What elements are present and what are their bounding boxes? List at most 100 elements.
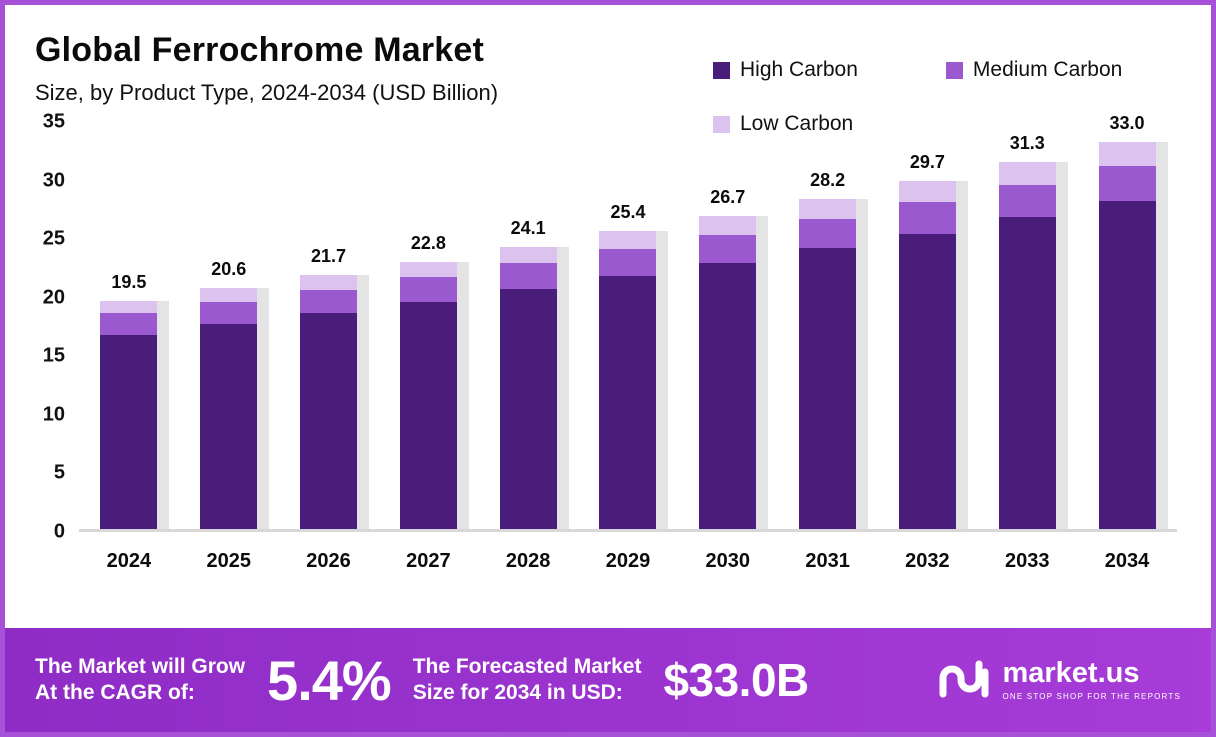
bar-segment-low-carbon xyxy=(499,246,557,264)
brand-text: market.us ONE STOP SHOP FOR THE REPORTS xyxy=(1002,657,1181,702)
bar-stack xyxy=(1098,142,1156,529)
x-axis-label: 2033 xyxy=(1004,550,1050,572)
cagr-label: The Market will Grow At the CAGR of: xyxy=(35,654,245,707)
bar-total-label: 25.4 xyxy=(610,202,646,223)
y-tick-label: 20 xyxy=(42,286,65,309)
bar-segment-high-carbon xyxy=(1098,201,1156,529)
x-axis-label: 2028 xyxy=(505,550,551,572)
bar-total-label: 20.6 xyxy=(211,258,247,279)
bar-segment-medium-carbon xyxy=(599,249,657,276)
chart-subtitle: Size, by Product Type, 2024-2034 (USD Bi… xyxy=(35,80,499,105)
legend: High Carbon Medium Carbon Low Carbon xyxy=(713,57,1193,137)
legend-item-medium-carbon: Medium Carbon xyxy=(945,57,1123,83)
y-tick-label: 25 xyxy=(42,227,65,250)
bar-segment-high-carbon xyxy=(699,263,757,529)
bar-column: 28.2 xyxy=(778,122,878,529)
x-axis-label: 2030 xyxy=(705,550,751,572)
x-axis-label: 2024 xyxy=(106,550,152,572)
y-axis: 0 5 10 15 20 25 30 35 xyxy=(21,111,79,543)
bar-column: 19.5 xyxy=(79,122,179,529)
brand-group: market.us ONE STOP SHOP FOR THE REPORTS xyxy=(938,658,1181,703)
bar-column: 33.0 xyxy=(1077,113,1177,529)
bar-column: 31.3 xyxy=(977,122,1077,529)
forecast-label-line2: Size for 2034 in USD: xyxy=(412,681,623,704)
bar-segment-low-carbon xyxy=(599,231,657,250)
x-axis-label: 2027 xyxy=(406,550,451,572)
bar-segment-low-carbon xyxy=(100,300,158,314)
bar-stack xyxy=(300,274,358,529)
bar-segment-high-carbon xyxy=(100,334,158,529)
bar-segment-medium-carbon xyxy=(399,277,457,302)
bar-segment-medium-carbon xyxy=(799,218,857,248)
bar-total-label: 26.7 xyxy=(710,187,746,208)
brand-name: market.us xyxy=(1002,657,1140,689)
forecast-value: $33.0B xyxy=(663,654,809,706)
bar-total-label: 21.7 xyxy=(311,245,347,266)
bar-stack xyxy=(599,231,657,529)
bar-segment-high-carbon xyxy=(300,313,358,529)
bar-total-label: 19.5 xyxy=(111,271,147,292)
bar-segment-low-carbon xyxy=(898,181,956,203)
plot-wrap: 19.5 20.6 21.7 22.8 24.1 25.4 26.7 28.2 29.7 31.3… xyxy=(79,113,1177,573)
bar-segment-high-carbon xyxy=(799,247,857,529)
bar-total-label: 31.3 xyxy=(1009,133,1045,154)
y-tick-label: 35 xyxy=(42,110,65,133)
bar-stack xyxy=(998,162,1056,529)
bar-segment-medium-carbon xyxy=(200,301,258,324)
bar-column: 25.4 xyxy=(578,122,678,529)
legend-label: Medium Carbon xyxy=(972,58,1123,81)
bar-segment-medium-carbon xyxy=(499,263,557,289)
bar-column: 24.1 xyxy=(478,122,578,529)
chart-title: Global Ferrochrome Market xyxy=(35,31,485,69)
bar-stack xyxy=(699,216,757,529)
x-axis-label: 2029 xyxy=(605,550,651,572)
chart-header: Global Ferrochrome Market Size, by Produ… xyxy=(5,5,1211,106)
legend-swatch xyxy=(713,61,730,79)
bar-segment-medium-carbon xyxy=(898,202,956,234)
y-tick-label: 0 xyxy=(53,520,65,543)
bar-column: 29.7 xyxy=(878,122,978,529)
bar-segment-medium-carbon xyxy=(100,313,158,335)
legend-swatch xyxy=(945,61,963,79)
bar-column: 22.8 xyxy=(378,122,478,529)
bar-stack xyxy=(200,287,258,529)
forecast-label: The Forecasted Market Size for 2034 in U… xyxy=(413,654,642,707)
bar-segment-low-carbon xyxy=(399,261,457,278)
bar-segment-low-carbon xyxy=(699,216,757,235)
x-axis-label: 2026 xyxy=(306,550,351,572)
bar-segment-low-carbon xyxy=(200,287,258,302)
legend-swatch xyxy=(713,115,730,133)
bar-segment-medium-carbon xyxy=(300,290,358,314)
bar-column: 20.6 xyxy=(179,122,279,529)
cagr-value: 5.4% xyxy=(267,648,392,712)
bar-segment-high-carbon xyxy=(399,301,457,529)
bar-total-label: 24.1 xyxy=(510,217,546,238)
bar-total-label: 22.8 xyxy=(410,232,446,253)
brand-tagline: ONE STOP SHOP FOR THE REPORTS xyxy=(1002,692,1181,701)
bar-segment-medium-carbon xyxy=(998,184,1056,218)
x-axis-label: 2032 xyxy=(905,550,950,572)
footer-banner: The Market will Grow At the CAGR of: 5.4… xyxy=(5,628,1211,732)
cagr-label-line2: At the CAGR of: xyxy=(35,681,195,704)
bar-segment-high-carbon xyxy=(200,324,258,529)
bar-stack xyxy=(100,300,158,529)
bar-stack xyxy=(499,246,557,529)
bar-segment-medium-carbon xyxy=(1098,165,1156,201)
plot-area: 19.5 20.6 21.7 22.8 24.1 25.4 26.7 28.2 29.7 31.3… xyxy=(79,113,1177,532)
bar-column: 26.7 xyxy=(678,122,778,529)
bar-segment-low-carbon xyxy=(799,198,857,219)
cagr-label-line1: The Market will Grow xyxy=(35,654,246,678)
bar-segment-medium-carbon xyxy=(699,234,757,264)
forecast-label-line1: The Forecasted Market xyxy=(412,654,642,678)
x-axis-label: 2025 xyxy=(206,550,251,572)
y-tick-label: 30 xyxy=(42,169,65,192)
bar-segment-low-carbon xyxy=(300,274,358,291)
bar-segment-high-carbon xyxy=(599,275,657,529)
y-tick-label: 15 xyxy=(42,344,65,367)
legend-label: High Carbon xyxy=(740,58,858,81)
x-axis: 2024 2025 2026 2027 2028 2029 2030 2031 2032 2033… xyxy=(79,532,1177,573)
bar-total-label: 29.7 xyxy=(909,152,945,173)
y-tick-label: 10 xyxy=(42,403,65,426)
x-axis-label: 2034 xyxy=(1104,550,1150,572)
